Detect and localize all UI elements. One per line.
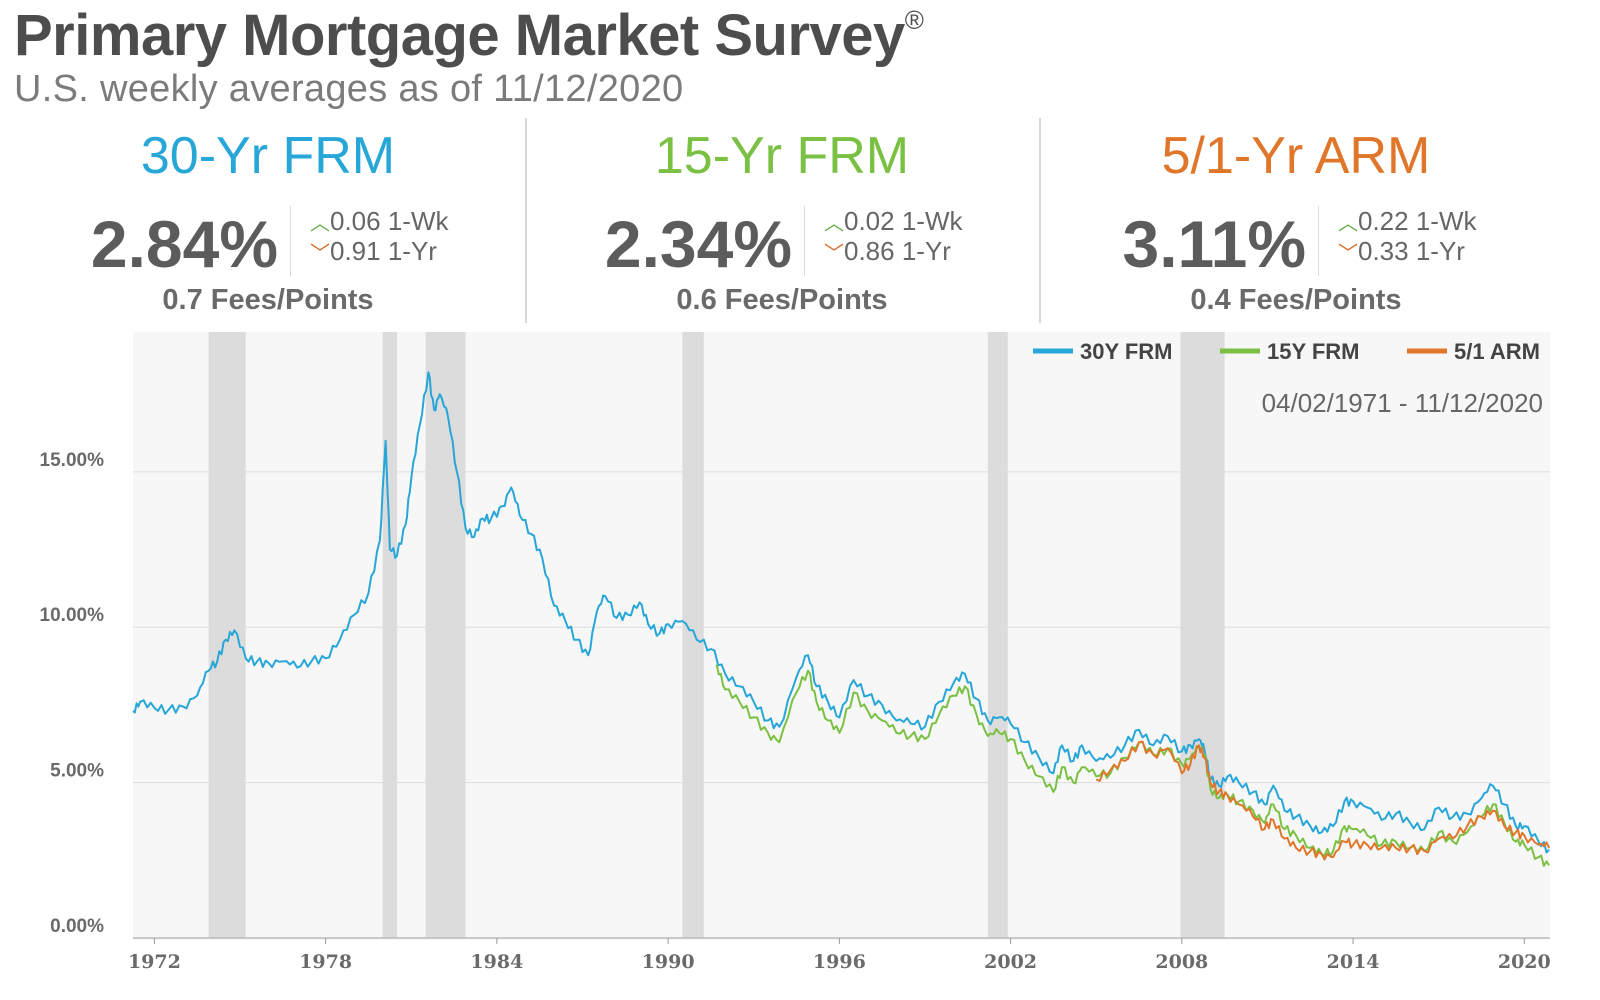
chevron-down-icon: ﹀ bbox=[824, 243, 844, 265]
panel-divider bbox=[1039, 118, 1041, 323]
value-separator bbox=[290, 206, 291, 276]
yearly-change: ﹀0.86 1-Yr bbox=[824, 236, 951, 266]
panel-divider bbox=[525, 118, 527, 323]
legend-label[interactable]: 5/1 ARM bbox=[1454, 339, 1540, 364]
y-tick-label: 10.00% bbox=[40, 605, 105, 626]
chevron-up-icon: ︿ bbox=[310, 213, 330, 235]
rate-value: 2.84% bbox=[90, 207, 278, 281]
date-range-label[interactable]: 04/02/1971 - 11/12/2020 bbox=[1262, 388, 1543, 418]
chevron-up-icon: ︿ bbox=[824, 213, 844, 235]
recession-band bbox=[425, 332, 466, 938]
series-lines[interactable] bbox=[132, 371, 1551, 867]
weekly-change: ︿0.22 1-Wk bbox=[1338, 206, 1477, 236]
recession-band bbox=[987, 332, 1008, 938]
legend-label[interactable]: 30Y FRM bbox=[1080, 339, 1173, 364]
page-title: Primary Mortgage Market Survey® bbox=[14, 3, 924, 68]
fees-points: 0.7 Fees/Points bbox=[162, 284, 374, 316]
rate-panel-51arm: 5/1-Yr ARM 3.11% ︿0.22 1-Wk ﹀0.33 1-Yr 0… bbox=[1036, 118, 1556, 328]
registered-mark: ® bbox=[904, 5, 924, 35]
mortgage-rate-chart[interactable]: 0.00% 5.00% 10.00% 15.00% 1972 1978 1984 1990 19… bbox=[0, 330, 1600, 1000]
chevron-down-icon: ﹀ bbox=[1338, 243, 1358, 265]
rate-value: 3.11% bbox=[1122, 207, 1307, 281]
page-subtitle: U.S. weekly averages as of 11/12/2020 bbox=[14, 68, 684, 110]
rate-value: 2.34% bbox=[604, 207, 792, 281]
series-line-5-1-arm[interactable] bbox=[1095, 740, 1551, 861]
weekly-change: ︿0.02 1-Wk bbox=[824, 206, 963, 236]
recession-band bbox=[382, 332, 397, 938]
fees-points: 0.6 Fees/Points bbox=[676, 284, 888, 316]
x-tick-label: 2020 bbox=[1498, 951, 1551, 973]
chevron-up-icon: ︿ bbox=[1338, 213, 1358, 235]
series-line-30y-frm[interactable] bbox=[132, 371, 1550, 854]
recession-band bbox=[208, 332, 246, 938]
value-separator bbox=[1318, 206, 1319, 276]
yearly-change: ﹀0.33 1-Yr bbox=[1338, 236, 1465, 266]
x-tick-label: 1978 bbox=[299, 951, 352, 973]
fees-points: 0.4 Fees/Points bbox=[1190, 284, 1402, 316]
rate-panel-15yr: 15-Yr FRM 2.34% ︿0.02 1-Wk ﹀0.86 1-Yr 0.… bbox=[522, 118, 1042, 328]
y-tick-label: 0.00% bbox=[50, 916, 104, 937]
x-tick-label: 1984 bbox=[470, 951, 523, 973]
value-separator bbox=[804, 206, 805, 276]
y-tick-label: 5.00% bbox=[50, 761, 104, 782]
y-tick-label: 15.00% bbox=[40, 450, 105, 471]
recession-bands bbox=[208, 332, 1225, 938]
recession-band bbox=[1180, 332, 1225, 938]
x-tick-label: 1990 bbox=[642, 951, 695, 973]
rate-title: 5/1-Yr ARM bbox=[1161, 127, 1431, 185]
rate-title: 15-Yr FRM bbox=[654, 127, 910, 185]
rate-panel-30yr: 30-Yr FRM 2.84% ︿0.06 1-Wk ﹀0.91 1-Yr 0.… bbox=[8, 118, 528, 328]
x-tick-label: 2008 bbox=[1155, 951, 1208, 973]
rate-title: 30-Yr FRM bbox=[140, 127, 396, 185]
x-tick-label: 2014 bbox=[1327, 951, 1380, 973]
legend[interactable]: 30Y FRM 15Y FRM 5/1 ARM bbox=[1033, 339, 1540, 364]
plot-background bbox=[133, 332, 1550, 940]
chevron-down-icon: ﹀ bbox=[310, 243, 330, 265]
weekly-change: ︿0.06 1-Wk bbox=[310, 206, 449, 236]
legend-label[interactable]: 15Y FRM bbox=[1267, 339, 1360, 364]
recession-band bbox=[682, 332, 704, 938]
axes: 0.00% 5.00% 10.00% 15.00% 1972 1978 1984 1990 19… bbox=[40, 450, 1551, 973]
x-tick-label: 1996 bbox=[813, 951, 866, 973]
x-tick-label: 1972 bbox=[128, 951, 181, 973]
x-tick-label: 2002 bbox=[984, 951, 1037, 973]
yearly-change: ﹀0.91 1-Yr bbox=[310, 236, 437, 266]
